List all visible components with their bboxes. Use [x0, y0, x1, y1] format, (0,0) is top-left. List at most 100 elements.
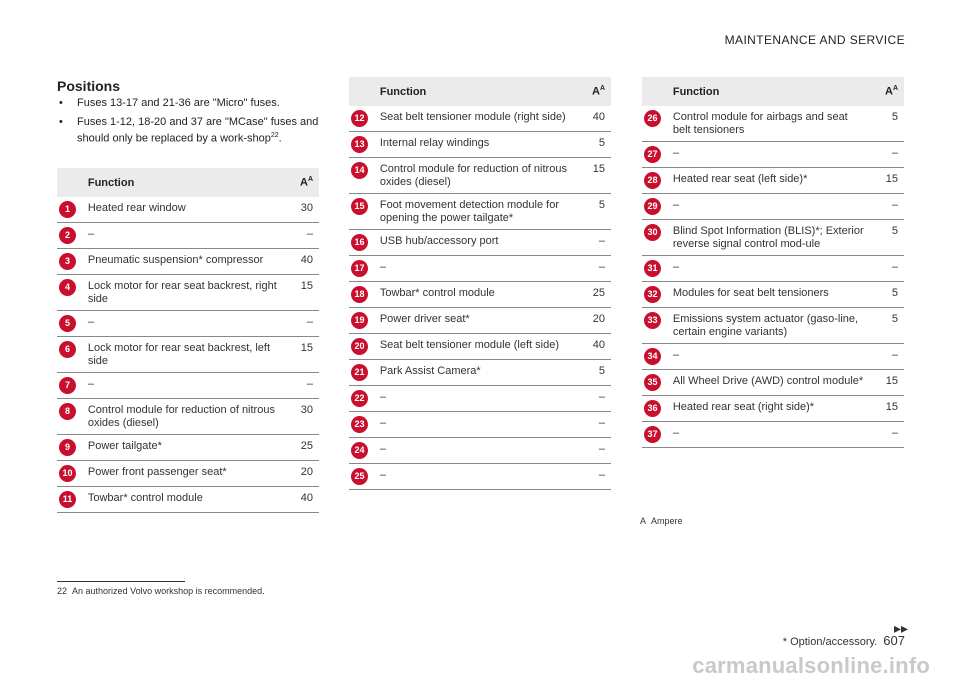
- fuse-amperage: 40: [284, 248, 319, 275]
- fuse-function: Blind Spot Information (BLIS)*; Exterior…: [668, 219, 870, 256]
- fuse-number-cell: 33: [642, 307, 669, 344]
- table-row: 20 Seat belt tensioner module (left side)…: [349, 333, 611, 360]
- fuse-amperage: –: [869, 343, 904, 370]
- fuse-amperage: –: [869, 421, 904, 448]
- table-header-row: Function AA: [57, 168, 319, 197]
- fuse-number-cell: 26: [642, 106, 669, 142]
- table-row: 2– –: [57, 222, 319, 249]
- fuse-amperage: 25: [284, 434, 319, 461]
- fuse-function: Control module for reduction of nitrous …: [375, 157, 577, 194]
- fuse-function: Seat belt tensioner module (right side): [375, 106, 577, 132]
- fuse-number-cell: 21: [349, 359, 376, 386]
- fuse-number-badge: 10: [59, 465, 76, 482]
- fuse-number-cell: 9: [57, 434, 84, 461]
- fuse-amperage: 5: [869, 219, 904, 256]
- fuse-function: Modules for seat belt tensioners: [668, 281, 870, 308]
- fuse-amperage: 5: [576, 359, 611, 386]
- header-ampere: AA: [284, 168, 319, 197]
- table-row: 15 Foot movement detection module for ope…: [349, 193, 611, 230]
- table-row: 19 Power driver seat* 20: [349, 307, 611, 334]
- table-row: 8 Control module for reduction of nitrous…: [57, 398, 319, 435]
- fuse-number-badge: 24: [351, 442, 368, 459]
- fuse-amperage: 20: [284, 460, 319, 487]
- table-row: 1 Heated rear window 30: [57, 197, 319, 223]
- fuse-number-cell: 1: [57, 197, 84, 223]
- fuse-number-badge: 4: [59, 279, 76, 296]
- table-row: 12 Seat belt tensioner module (right side…: [349, 106, 611, 132]
- fuse-number-cell: 4: [57, 274, 84, 311]
- fuse-number-cell: 19: [349, 307, 376, 334]
- header-function: Function: [83, 168, 285, 197]
- fuse-amperage: 30: [284, 197, 319, 223]
- fuse-amperage: 40: [284, 486, 319, 513]
- table-row: 23– –: [349, 411, 611, 438]
- footnote-ref-22[interactable]: 22: [270, 132, 279, 139]
- footnote-ampere: A Ampere: [640, 516, 683, 526]
- fuse-amperage: 5: [869, 106, 904, 142]
- fuse-amperage: –: [576, 463, 611, 490]
- fuse-amperage: 5: [869, 307, 904, 344]
- fuse-function: USB hub/accessory port: [375, 229, 577, 256]
- fuse-amperage: 5: [869, 281, 904, 308]
- fuse-number-cell: 34: [642, 343, 669, 370]
- fuse-function: –: [375, 385, 577, 412]
- fuse-function: Foot movement detection module for openi…: [375, 193, 577, 230]
- table-row: 4 Lock motor for rear seat backrest, righ…: [57, 274, 319, 311]
- fuse-function: Power driver seat*: [375, 307, 577, 334]
- fuse-number-cell: 20: [349, 333, 376, 360]
- fuse-number-badge: 17: [351, 260, 368, 277]
- fuse-number-badge: 15: [351, 198, 368, 215]
- fuse-number-cell: 15: [349, 193, 376, 230]
- fuse-amperage: 25: [576, 281, 611, 308]
- fuse-function: Lock motor for rear seat backrest, right…: [83, 274, 285, 311]
- fuse-function: Internal relay windings: [375, 131, 577, 158]
- bullet-micro-fuses: Fuses 13-17 and 21-36 are "Micro" fuses.: [57, 96, 322, 110]
- fuse-number-cell: 37: [642, 421, 669, 448]
- option-accessory-note: * Option/accessory.: [782, 636, 878, 648]
- fuse-number-cell: 36: [642, 395, 669, 422]
- fuse-number-badge: 27: [644, 146, 661, 163]
- header-blank: [642, 77, 669, 106]
- fuse-number-cell: 17: [349, 255, 376, 282]
- table-row: 37– –: [642, 421, 904, 448]
- fuse-number-badge: 25: [351, 468, 368, 485]
- double-chevron-right-icon[interactable]: ▸▸: [893, 620, 908, 636]
- fuse-amperage: 15: [576, 157, 611, 194]
- fuse-number-badge: 6: [59, 341, 76, 358]
- fuse-number-cell: 30: [642, 219, 669, 256]
- table-row: 29– –: [642, 193, 904, 220]
- fuse-number-badge: 29: [644, 198, 661, 215]
- fuse-function: Park Assist Camera*: [375, 359, 577, 386]
- fuse-number-badge: 13: [351, 136, 368, 153]
- fuse-amperage: –: [284, 372, 319, 399]
- table-header-row: Function AA: [349, 77, 611, 106]
- table-row: 35 All Wheel Drive (AWD) control module* 1…: [642, 369, 904, 396]
- table-row: 9 Power tailgate* 25: [57, 434, 319, 461]
- table-row: 32 Modules for seat belt tensioners 5: [642, 281, 904, 308]
- fuse-amperage: 40: [576, 106, 611, 132]
- bullet-mcase-fuses: Fuses 1-12, 18-20 and 37 are "MCase" fus…: [57, 115, 322, 146]
- fuse-function: –: [375, 255, 577, 282]
- page-footer: * Option/accessory. 607: [783, 633, 905, 648]
- fuse-number-cell: 25: [349, 463, 376, 490]
- table-row: 14 Control module for reduction of nitrou…: [349, 157, 611, 194]
- fuse-number-cell: 6: [57, 336, 84, 373]
- fuse-function: –: [83, 310, 285, 337]
- table-row: 21 Park Assist Camera* 5: [349, 359, 611, 386]
- fuse-function: –: [83, 222, 285, 249]
- fuse-function: Lock motor for rear seat backrest, left …: [83, 336, 285, 373]
- header-blank: [57, 168, 84, 197]
- fuse-number-badge: 36: [644, 400, 661, 417]
- fuse-number-cell: 5: [57, 310, 84, 337]
- fuse-table-1: Function AA 1 Heated rear window 30 2– –3 Pneum…: [57, 168, 319, 513]
- fuse-number-badge: 14: [351, 162, 368, 179]
- fuse-number-cell: 8: [57, 398, 84, 435]
- fuse-function: Emissions system actuator (gaso-line, ce…: [668, 307, 870, 344]
- fuse-function: Power front passenger seat*: [83, 460, 285, 487]
- table-row: 5– –: [57, 310, 319, 337]
- fuse-function: –: [83, 372, 285, 399]
- footnote-22: 22 An authorized Volvo workshop is recom…: [57, 586, 265, 596]
- section-title: MAINTENANCE AND SERVICE: [724, 33, 905, 47]
- header-function: Function: [668, 77, 870, 106]
- positions-heading: Positions: [57, 78, 121, 94]
